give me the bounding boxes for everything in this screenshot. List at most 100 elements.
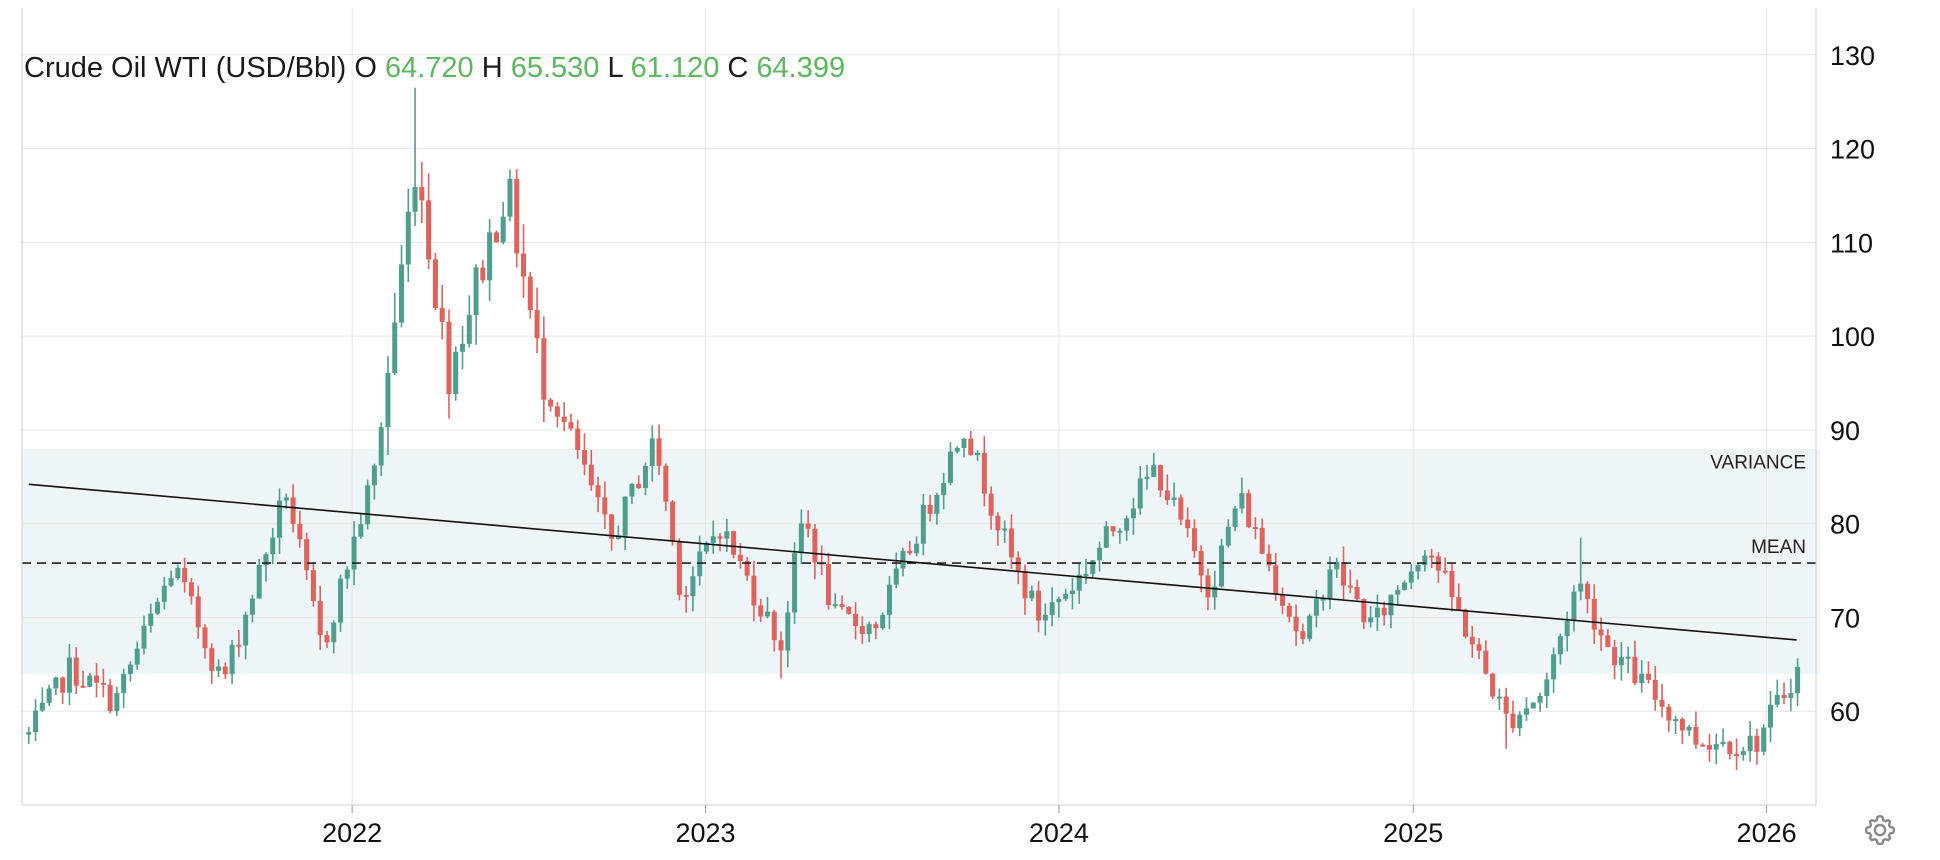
candle-body xyxy=(690,576,696,597)
candle-body xyxy=(107,684,113,711)
candle-body xyxy=(1076,574,1082,591)
candle-body xyxy=(1544,679,1550,696)
candle xyxy=(1097,541,1103,572)
candle-body xyxy=(507,178,513,217)
candle-body xyxy=(873,624,879,629)
candle xyxy=(968,430,974,456)
candle xyxy=(771,609,777,652)
candle-body xyxy=(378,427,384,466)
candle-body xyxy=(1625,656,1631,659)
candle xyxy=(1015,551,1021,585)
candle xyxy=(1767,691,1773,743)
candle-body xyxy=(1171,497,1177,501)
candle xyxy=(839,595,845,610)
candle-body xyxy=(1015,557,1021,571)
candle xyxy=(1178,494,1184,526)
x-tick-label: 2025 xyxy=(1383,818,1443,848)
candle xyxy=(26,727,32,744)
candle-body xyxy=(60,677,66,693)
candle xyxy=(507,169,513,222)
candle-body xyxy=(202,627,208,649)
candle-body xyxy=(832,604,838,607)
candle-body xyxy=(1327,569,1333,599)
candle-body xyxy=(1117,530,1123,533)
candle xyxy=(493,230,499,243)
candle-body xyxy=(1361,599,1367,623)
candle xyxy=(1795,658,1801,707)
y-tick-label: 130 xyxy=(1830,41,1875,71)
candle xyxy=(1605,629,1611,648)
settings-button[interactable] xyxy=(1862,812,1898,848)
candle-body xyxy=(1734,754,1740,757)
candle-body xyxy=(1334,561,1340,570)
axes-layer: 60 70 80 90 100 110 120 130 2022 2023 2024 2025 2026 xyxy=(21,8,1875,848)
candle xyxy=(1056,596,1062,618)
candle xyxy=(39,687,45,712)
candle xyxy=(1469,625,1475,658)
candle-body xyxy=(473,267,479,316)
candle-body xyxy=(1164,490,1170,501)
candle-body xyxy=(216,666,222,671)
candle xyxy=(236,629,242,658)
candle xyxy=(1408,564,1414,590)
candle-body xyxy=(1449,570,1455,598)
candle-body xyxy=(941,483,947,495)
candle xyxy=(399,244,405,328)
candle-body xyxy=(1645,673,1651,680)
candle-body xyxy=(1700,744,1706,747)
candle-body xyxy=(1564,621,1570,637)
candle-body xyxy=(222,666,228,675)
candle xyxy=(1320,594,1326,611)
candle-body xyxy=(270,537,276,555)
x-tick-label: 2026 xyxy=(1737,818,1797,848)
candle xyxy=(1219,538,1225,588)
candle-body xyxy=(1205,575,1211,598)
candle-body xyxy=(1537,695,1543,703)
trendline xyxy=(28,483,1797,641)
candle-body xyxy=(493,232,499,243)
candle xyxy=(412,87,418,227)
candle-body xyxy=(1605,635,1611,648)
candle xyxy=(1293,604,1299,646)
candle xyxy=(670,500,676,546)
candle xyxy=(1069,577,1075,610)
candle xyxy=(1286,602,1292,623)
candle xyxy=(358,512,364,539)
candle-body xyxy=(1246,493,1252,528)
candle xyxy=(1368,606,1374,628)
candle-body xyxy=(1496,696,1502,699)
candle xyxy=(460,325,466,370)
candle-body xyxy=(73,657,79,686)
candle-body xyxy=(1686,726,1692,731)
candle xyxy=(249,594,255,623)
candle-body xyxy=(575,428,581,451)
candle-body xyxy=(317,601,323,636)
low-value: 61.120 xyxy=(630,52,720,84)
candle xyxy=(426,173,432,270)
candle xyxy=(1503,687,1509,749)
candle xyxy=(561,402,567,432)
candle xyxy=(934,492,940,525)
candle xyxy=(1551,647,1557,694)
candle xyxy=(1415,563,1421,580)
candle xyxy=(1273,553,1279,601)
candle-body xyxy=(1097,547,1103,561)
candle-body xyxy=(1090,560,1096,574)
candle-body xyxy=(1788,693,1794,699)
candle-body xyxy=(1225,526,1231,546)
candle-body xyxy=(900,550,906,569)
candle xyxy=(94,663,100,698)
candle-body xyxy=(1740,751,1746,755)
candle-body xyxy=(812,528,818,563)
candle-body xyxy=(1429,555,1435,558)
candle-body xyxy=(1185,519,1191,529)
candle xyxy=(419,162,425,224)
candle-body xyxy=(141,625,147,649)
candle xyxy=(866,621,872,643)
candle-body xyxy=(1659,699,1665,707)
candle xyxy=(114,686,120,716)
candle xyxy=(717,533,723,552)
candle-body xyxy=(731,531,737,555)
variance-label: VARIANCE xyxy=(1710,453,1806,474)
